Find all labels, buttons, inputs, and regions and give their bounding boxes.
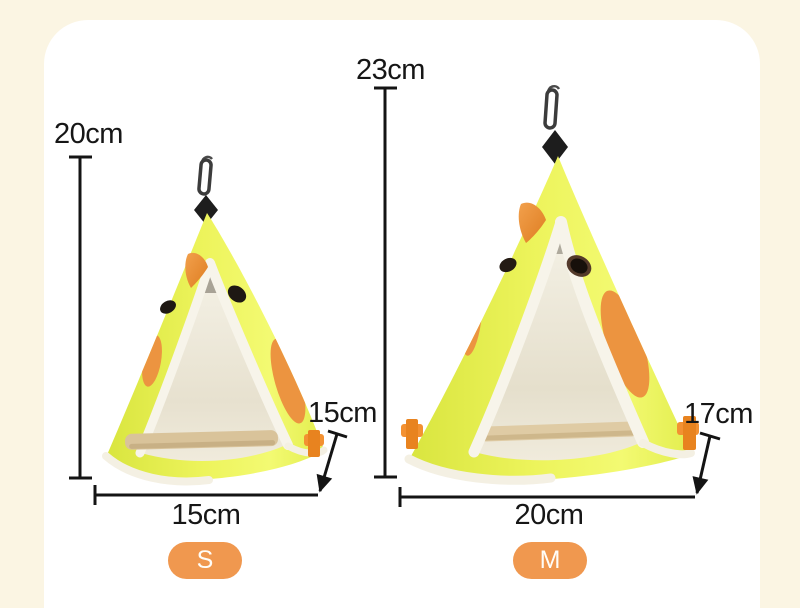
perch	[479, 421, 639, 442]
wing-right	[270, 338, 306, 424]
eye-left	[499, 257, 517, 273]
hanging-hook-icon	[197, 155, 213, 196]
hanging-loop	[542, 130, 568, 164]
beak	[518, 202, 546, 243]
fleece-trim-right	[555, 216, 649, 448]
perch-bracket-right	[677, 416, 699, 450]
s-height-label: 20cm	[54, 118, 123, 150]
m-height-label: 23cm	[356, 54, 425, 86]
fleece-hem-right	[639, 439, 695, 459]
perch-bracket-left	[401, 419, 423, 449]
fleece-trim-left	[135, 258, 215, 458]
fleece-trim-right	[205, 258, 293, 450]
chick-tent-s-image	[102, 155, 328, 486]
eye-right	[227, 285, 247, 303]
wing-right	[600, 290, 650, 398]
m-width-label: 20cm	[514, 499, 584, 531]
m-depth-label: 17cm	[684, 398, 753, 430]
size-badge-m: M	[513, 542, 587, 579]
s-width-label: 15cm	[171, 499, 241, 531]
chick-tent-m-image	[401, 84, 699, 485]
s-depth-label: 15cm	[308, 397, 377, 429]
eye-left	[160, 300, 176, 314]
fleece-hem-left	[404, 454, 556, 485]
hanging-loop	[194, 195, 218, 225]
perch	[124, 430, 279, 450]
size-chart-card	[44, 20, 760, 608]
beak	[185, 252, 208, 288]
size-badge-s: S	[168, 542, 242, 579]
eye-right	[566, 255, 592, 277]
hanging-hook-icon	[543, 84, 561, 130]
tent-interior	[475, 222, 642, 461]
fleece-hem-left	[102, 452, 213, 486]
tent-interior	[141, 263, 286, 461]
fleece-trim-left	[468, 216, 567, 458]
